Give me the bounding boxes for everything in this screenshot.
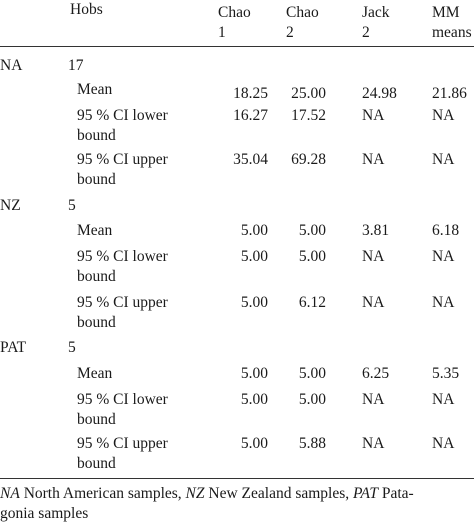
header-jack2-line2: 2 [362, 24, 370, 41]
cell-jack2: NA [362, 248, 385, 265]
cell-mm: NA [432, 435, 455, 452]
cell-chao2: 5.88 [298, 435, 326, 452]
group-name: NZ [0, 197, 21, 214]
row-label-cont: bound [77, 411, 116, 428]
row-label-cont: bound [77, 171, 116, 188]
row-label-cont: bound [77, 314, 116, 331]
header-rule [0, 46, 474, 47]
cell-chao1: 5.00 [240, 222, 268, 239]
row-label: Mean [77, 365, 113, 382]
cell-chao1: 5.00 [240, 391, 268, 408]
cell-jack2: NA [362, 151, 385, 168]
header-mm-line2: means [432, 24, 472, 41]
row-label-cont: bound [77, 127, 116, 144]
cell-chao2: 5.00 [298, 391, 326, 408]
header-chao2-line1: Chao [286, 4, 319, 21]
cell-mm: 21.86 [432, 85, 467, 102]
row-label: Mean [77, 222, 113, 239]
cell-chao2: 69.28 [291, 151, 326, 168]
cell-chao1: 5.00 [240, 435, 268, 452]
cell-jack2: 6.25 [362, 365, 390, 382]
cell-mm: NA [432, 107, 455, 124]
row-label: 95 % CI lower [77, 248, 168, 265]
cell-chao2: 5.00 [298, 365, 326, 382]
header-mm-line1: MM [432, 4, 460, 21]
header-chao1-line2: 1 [218, 24, 226, 41]
cell-jack2: NA [362, 294, 385, 311]
cell-chao1: 5.00 [240, 294, 268, 311]
footnote-pat-text: Pata- [378, 485, 414, 502]
footnote-nz-abbr: NZ [185, 485, 205, 502]
cell-chao1: 35.04 [233, 151, 268, 168]
cell-chao2: 25.00 [291, 85, 326, 102]
header-chao2-line2: 2 [286, 24, 294, 41]
row-label: 95 % CI upper [77, 294, 168, 311]
row-label: 95 % CI upper [77, 435, 168, 452]
group-name: PAT [0, 339, 27, 356]
cell-mm: NA [432, 391, 455, 408]
footnote-pat-text-cont: gonia samples [0, 505, 89, 522]
row-label: 95 % CI lower [77, 391, 168, 408]
cell-jack2: 24.98 [362, 85, 397, 102]
header-hobs: Hobs [70, 1, 103, 18]
cell-mm: NA [432, 294, 455, 311]
header-jack2-line1: Jack [362, 4, 390, 21]
row-label: Mean [77, 81, 113, 98]
group-hobs: 5 [68, 197, 76, 214]
cell-jack2: NA [362, 391, 385, 408]
cell-mm: NA [432, 151, 455, 168]
row-label-cont: bound [77, 268, 116, 285]
group-hobs: 17 [68, 57, 84, 74]
cell-jack2: 3.81 [362, 222, 390, 239]
bottom-rule [0, 478, 474, 479]
cell-chao1: 5.00 [240, 248, 268, 265]
footnote-pat-abbr: PAT [353, 485, 378, 502]
table-footnote: NA North American samples, NZ New Zealan… [0, 484, 474, 524]
row-label-cont: bound [77, 455, 116, 472]
cell-chao2: 17.52 [291, 107, 326, 124]
cell-chao2: 5.00 [298, 222, 326, 239]
cell-chao2: 5.00 [298, 248, 326, 265]
group-hobs: 5 [68, 339, 76, 356]
cell-chao1: 18.25 [233, 85, 268, 102]
row-label: 95 % CI lower [77, 107, 168, 124]
cell-chao1: 16.27 [233, 107, 268, 124]
footnote-na-text: North American samples, [19, 485, 186, 502]
cell-mm: NA [432, 248, 455, 265]
cell-chao2: 6.12 [298, 294, 326, 311]
group-name: NA [0, 57, 23, 74]
footnote-nz-text: New Zealand samples, [204, 485, 354, 502]
cell-mm: 6.18 [432, 222, 460, 239]
cell-jack2: NA [362, 435, 385, 452]
cell-jack2: NA [362, 107, 385, 124]
footnote-na-abbr: NA [0, 485, 20, 502]
header-chao1-line1: Chao [218, 4, 251, 21]
cell-chao1: 5.00 [240, 365, 268, 382]
row-label: 95 % CI upper [77, 151, 168, 168]
cell-mm: 5.35 [432, 365, 460, 382]
